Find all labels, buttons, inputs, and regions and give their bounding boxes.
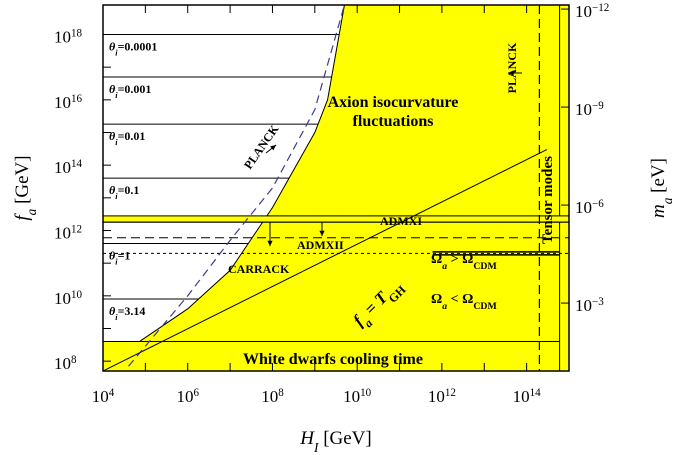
carrack-arrow-head [267, 240, 273, 247]
planck-curve [128, 5, 346, 367]
constraint-lines [103, 5, 569, 371]
filled-regions [103, 5, 569, 371]
admx-band [103, 215, 569, 223]
admx1-arrow-head [319, 230, 325, 237]
white-dwarfs-region [103, 340, 569, 371]
isocurvature-region [103, 5, 569, 371]
tgh-line [103, 149, 548, 371]
x-tick-label-4: 1012 [428, 387, 456, 406]
x-tick-label-2: 108 [261, 387, 284, 406]
y2-tick-label-0: 10−12 [575, 2, 609, 21]
axis-ticks: 104 106 108 1010 1012 1014 108 1010 1012 1014 1016… [54, 2, 609, 406]
theta-label-3: θi=0.1 [109, 183, 139, 201]
theta-label-1: θi=0.001 [109, 82, 151, 100]
y2-tick-label-2: 10−6 [575, 198, 604, 217]
x-axis-label: HI [GeV] [299, 428, 371, 455]
x-tick-label-0: 104 [92, 387, 115, 406]
tensor-modes-region [559, 5, 569, 371]
admx1-label: ADMXI [380, 214, 422, 228]
y-tick-label-0: 108 [54, 354, 77, 373]
y-tick-label-2: 1012 [54, 224, 82, 243]
theta-label-5: θi=3.14 [109, 304, 145, 322]
plot-frame [102, 4, 570, 372]
y-tick-label-4: 1016 [54, 93, 83, 112]
planck-curve-arrow-head [270, 145, 276, 151]
isocurvature-label-1: Axion isocurvature [328, 94, 459, 111]
y-tick-label-3: 1014 [54, 158, 83, 177]
planck-curve-label: PLANCK [241, 122, 282, 172]
x-tick-label-1: 106 [176, 387, 199, 406]
tensor-modes-label: Tensor modes [540, 156, 556, 244]
x-tick-label-5: 1014 [513, 387, 542, 406]
omega-below-label: Ωa < ΩCDM [431, 292, 497, 312]
omega-above-label: Ωa > ΩCDM [431, 252, 497, 272]
planck-vertical-label: PLANCK [505, 42, 519, 93]
carrack-label: CARRACK [228, 262, 290, 276]
theta-label-4: θi=1 [109, 248, 130, 266]
y2-axis-label: ma [eV] [648, 158, 675, 218]
y-tick-label-5: 1018 [54, 28, 83, 47]
y-axis-label: fa [GeV] [12, 155, 39, 220]
planck-vertical-arrow-head [508, 70, 514, 76]
y-tick-label-1: 1010 [54, 289, 83, 308]
y2-tick-label-3: 10−3 [575, 296, 604, 315]
white-dwarfs-label: White dwarfs cooling time [243, 351, 423, 368]
admx2-label: ADMXII [297, 238, 344, 252]
x-tick-label-3: 1010 [343, 387, 372, 406]
isocurvature-label-2: fluctuations [353, 113, 434, 130]
theta-label-0: θi=0.0001 [109, 40, 157, 58]
y2-tick-label-1: 10−9 [575, 100, 604, 119]
theta-label-2: θi=0.01 [109, 129, 145, 147]
